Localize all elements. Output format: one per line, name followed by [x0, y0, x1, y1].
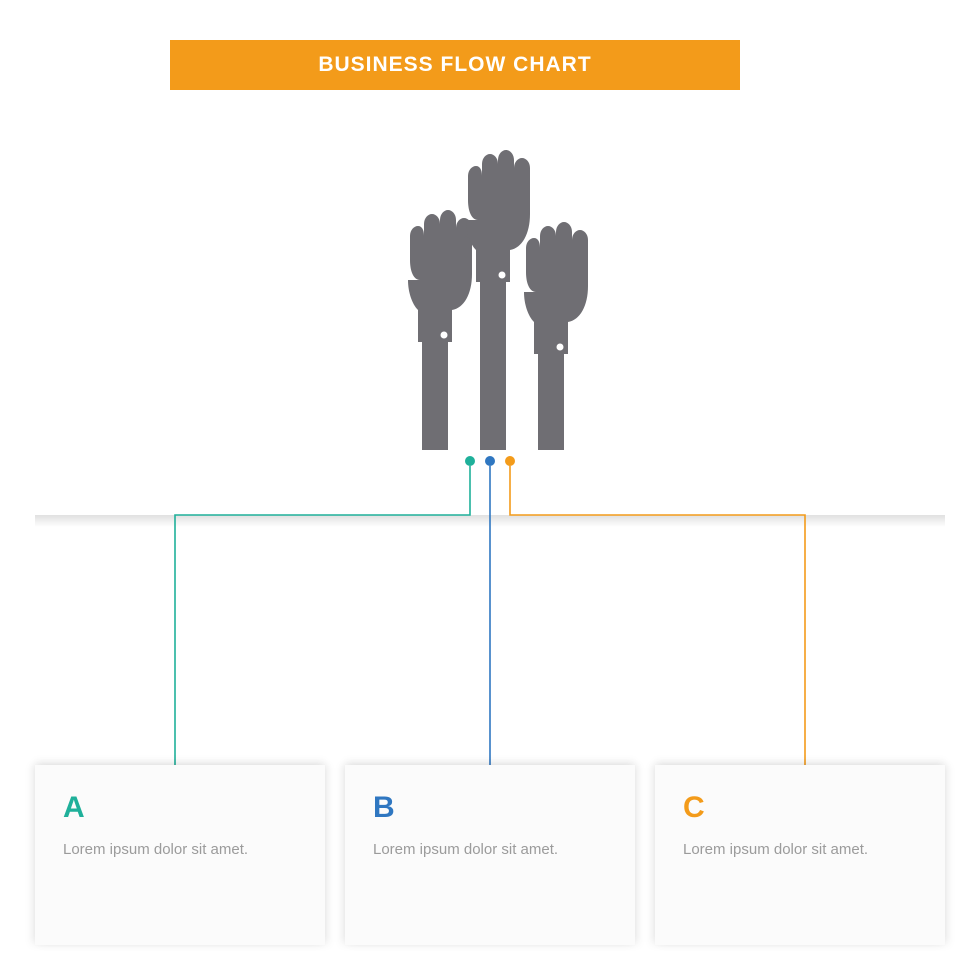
card-letter-c: C	[683, 791, 917, 825]
connector-lines	[0, 450, 980, 800]
card-letter-b: B	[373, 791, 607, 825]
card-body-a: Lorem ipsum dolor sit amet.	[63, 839, 297, 861]
card-body-c: Lorem ipsum dolor sit amet.	[683, 839, 917, 861]
card-row: A Lorem ipsum dolor sit amet. B Lorem ip…	[35, 765, 945, 945]
raised-hands-icon	[340, 150, 640, 450]
card-b: B Lorem ipsum dolor sit amet.	[345, 765, 635, 945]
card-letter-a: A	[63, 791, 297, 825]
page-title: Business Flow Chart	[318, 53, 591, 77]
card-body-b: Lorem ipsum dolor sit amet.	[373, 839, 607, 861]
card-c: C Lorem ipsum dolor sit amet.	[655, 765, 945, 945]
title-bar: Business Flow Chart	[170, 40, 740, 90]
card-a: A Lorem ipsum dolor sit amet.	[35, 765, 325, 945]
